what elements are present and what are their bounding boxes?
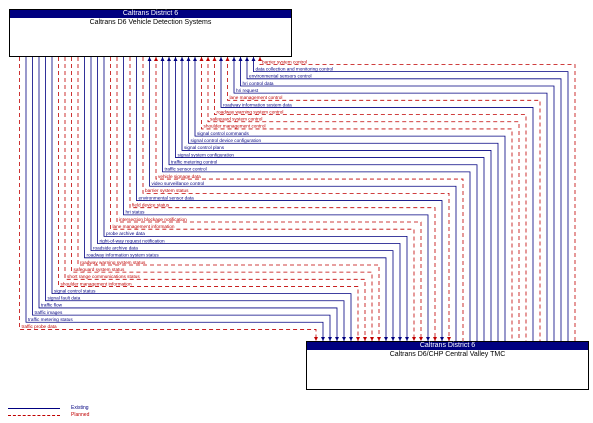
bottom-box-header: Caltrans District 6 bbox=[307, 342, 588, 350]
flow-line-right-of-way-request-notification: right-of-way request notification bbox=[97, 57, 402, 341]
flow-line-hri-control-data: hri control data bbox=[238, 57, 555, 341]
flow-line-shoulder-management-information: shoulder management information bbox=[58, 57, 360, 341]
flow-line-roadway-warning-system-status: roadway warning system status bbox=[77, 57, 381, 341]
flow-label: vehicle signage data bbox=[158, 174, 201, 179]
flow-label: traffic sensor control bbox=[165, 167, 207, 172]
flow-line-vehicle-signage-data: vehicle signage data bbox=[154, 57, 464, 341]
flow-line-traffic-metering-status: traffic metering status bbox=[25, 57, 325, 341]
flow-label: roadway warning system status bbox=[80, 260, 146, 265]
flow-label: shoulder management control bbox=[204, 124, 266, 129]
legend-planned-line bbox=[8, 415, 60, 416]
flow-line-traffic-images: traffic images bbox=[32, 57, 332, 341]
flow-label: traffic images bbox=[35, 310, 63, 315]
flow-label: traffic probe data bbox=[22, 324, 57, 329]
flow-label: traffic metering status bbox=[28, 317, 73, 322]
flow-line-data-collection-and-monitoring-control: data collection and monitoring control bbox=[251, 57, 569, 341]
flow-line-hri-request: hri request bbox=[232, 57, 548, 341]
flow-label: traffic metering control bbox=[171, 160, 217, 165]
flow-label: signal control plans bbox=[184, 145, 225, 150]
flow-line-probe-archive-data: probe archive data bbox=[103, 57, 409, 341]
flow-label: probe archive data bbox=[106, 231, 145, 236]
flow-line-hri-status: hri status bbox=[123, 57, 430, 341]
flow-label: video surveillance control bbox=[152, 181, 205, 186]
flow-label: intersection blockage notification bbox=[119, 217, 187, 222]
flow-label: signal system configuration bbox=[178, 152, 235, 157]
flow-label: lane management information bbox=[113, 224, 175, 229]
flow-label: environmental sensor data bbox=[139, 195, 195, 200]
flow-line-safeguard-system-control: safeguard system control bbox=[206, 57, 520, 341]
flow-line-signal-control-status: signal control status bbox=[51, 57, 353, 341]
legend-existing-label: Existing bbox=[71, 405, 89, 411]
flow-line-field-device-status: field device status bbox=[129, 57, 437, 341]
flow-label: signal control status bbox=[54, 288, 96, 293]
flow-line-signal-control-plans: signal control plans bbox=[180, 57, 492, 341]
flow-line-signal-control-device-configuration: signal control device configuration bbox=[186, 57, 499, 341]
flow-label: barrier system status bbox=[145, 188, 189, 193]
flow-label: hri request bbox=[236, 88, 259, 93]
flow-label: roadway warning system control bbox=[217, 109, 284, 114]
flow-line-video-surveillance-control: video surveillance control bbox=[147, 57, 457, 341]
flow-line-short-range-communications-status: short range communications status bbox=[64, 57, 367, 341]
flow-line-lane-management-control: lane management control bbox=[225, 57, 541, 341]
flow-line-traffic-sensor-control: traffic sensor control bbox=[160, 57, 471, 341]
flow-label: shoulder management information bbox=[61, 281, 133, 286]
flow-label: barrier system control bbox=[262, 59, 307, 64]
flow-label: data collection and monitoring control bbox=[256, 66, 334, 71]
flow-line-signal-control-commands: signal control commands bbox=[193, 57, 506, 341]
flow-line-shoulder-management-control: shoulder management control bbox=[199, 57, 513, 341]
flow-line-signal-fault-data: signal fault data bbox=[45, 57, 346, 341]
flow-label: signal fault data bbox=[48, 296, 81, 301]
flow-line-roadway-warning-system-control: roadway warning system control bbox=[212, 57, 527, 341]
flow-line-barrier-system-control: barrier system control bbox=[258, 57, 576, 341]
central-valley-tmc-box[interactable]: Caltrans District 6 Caltrans D6/CHP Cent… bbox=[306, 341, 589, 390]
flow-label: environmental sensors control bbox=[249, 74, 312, 79]
flow-label: signal control commands bbox=[197, 131, 250, 136]
top-box-title: Caltrans D6 Vehicle Detection Systems bbox=[89, 19, 212, 26]
flow-line-traffic-metering-control: traffic metering control bbox=[167, 57, 478, 341]
legend-existing-line bbox=[8, 408, 60, 409]
flow-label: signal control device configuration bbox=[191, 138, 262, 143]
flow-line-roadway-information-system-status: roadway information system status bbox=[84, 57, 388, 341]
flow-label: safeguard system control bbox=[210, 117, 262, 122]
flow-line-intersection-blockage-notification: intersection blockage notification bbox=[116, 57, 423, 341]
flow-line-environmental-sensors-control: environmental sensors control bbox=[245, 57, 562, 341]
flow-label: short range communications status bbox=[67, 274, 140, 279]
flow-label: hri control data bbox=[243, 81, 274, 86]
flow-line-lane-management-information: lane management information bbox=[110, 57, 416, 341]
flow-line-barrier-system-status: barrier system status bbox=[142, 57, 451, 341]
flow-line-traffic-probe-data: traffic probe data bbox=[19, 57, 318, 341]
flow-label: traffic flow bbox=[41, 303, 63, 308]
flow-label: right-of-way request notification bbox=[100, 238, 166, 243]
flow-label: lane management control bbox=[230, 95, 283, 100]
vehicle-detection-systems-box[interactable]: Caltrans District 6 Caltrans D6 Vehicle … bbox=[9, 9, 292, 57]
flow-line-signal-system-configuration: signal system configuration bbox=[173, 57, 485, 341]
flow-line-roadside-archive-data: roadside archive data bbox=[90, 57, 395, 341]
flow-line-safeguard-system-status: safeguard system status bbox=[71, 57, 374, 341]
flow-label: roadside archive data bbox=[93, 245, 138, 250]
flow-line-environmental-sensor-data: environmental sensor data bbox=[136, 57, 444, 341]
flow-label: roadway information system data bbox=[223, 102, 292, 107]
flow-line-traffic-flow: traffic flow bbox=[38, 57, 339, 341]
flow-label: roadway information system status bbox=[87, 253, 160, 258]
bottom-box-title: Caltrans D6/CHP Central Valley TMC bbox=[389, 351, 506, 358]
top-box-header: Caltrans District 6 bbox=[10, 10, 291, 18]
flow-line-roadway-information-system-data: roadway information system data bbox=[219, 57, 534, 341]
flow-label: field device status bbox=[132, 203, 170, 208]
legend-planned-label: Planned bbox=[71, 412, 90, 418]
flow-label: safeguard system status bbox=[74, 267, 125, 272]
flow-label: hri status bbox=[126, 210, 146, 215]
